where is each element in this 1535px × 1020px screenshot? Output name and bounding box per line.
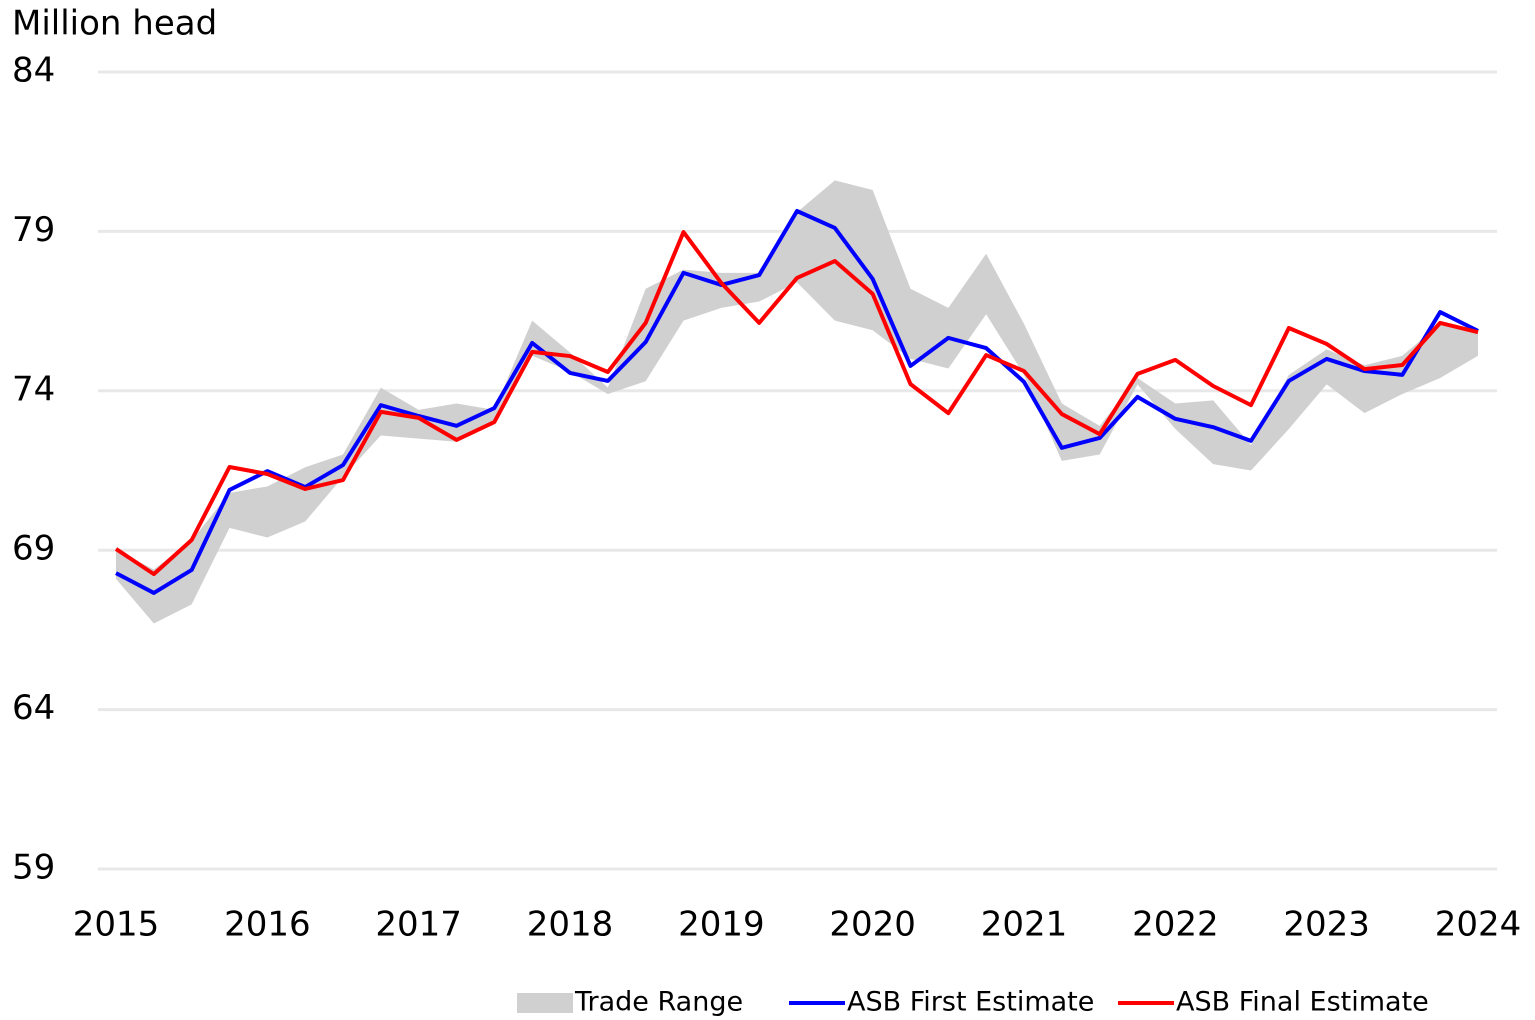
x-tick-label: 2017 xyxy=(375,905,462,945)
range-area xyxy=(116,180,1478,624)
x-tick-label: 2019 xyxy=(678,905,765,945)
legend-label: ASB Final Estimate xyxy=(1176,987,1429,1018)
line xyxy=(115,208,1479,595)
x-tick-label: 2015 xyxy=(73,905,160,945)
y-tick-label: 59 xyxy=(12,848,55,888)
x-tick-label: 2024 xyxy=(1435,905,1522,945)
x-tick-label: 2022 xyxy=(1132,905,1219,945)
y-tick-label: 79 xyxy=(12,210,55,250)
x-tick-label: 2016 xyxy=(224,905,311,945)
y-tick-label: 69 xyxy=(12,529,55,569)
y-tick-label: 84 xyxy=(12,51,55,91)
legend-swatch xyxy=(517,993,573,1013)
x-tick-label: 2020 xyxy=(829,905,916,945)
x-tick-label: 2021 xyxy=(981,905,1068,945)
y-tick-label: 64 xyxy=(12,688,55,728)
y-axis-title: Million head xyxy=(12,4,217,44)
legend-label: ASB First Estimate xyxy=(847,987,1094,1018)
x-tick-label: 2018 xyxy=(527,905,614,945)
y-tick-label: 74 xyxy=(12,369,55,409)
legend-label: Trade Range xyxy=(574,987,743,1018)
x-tick-label: 2023 xyxy=(1283,905,1370,945)
line xyxy=(114,230,1479,577)
